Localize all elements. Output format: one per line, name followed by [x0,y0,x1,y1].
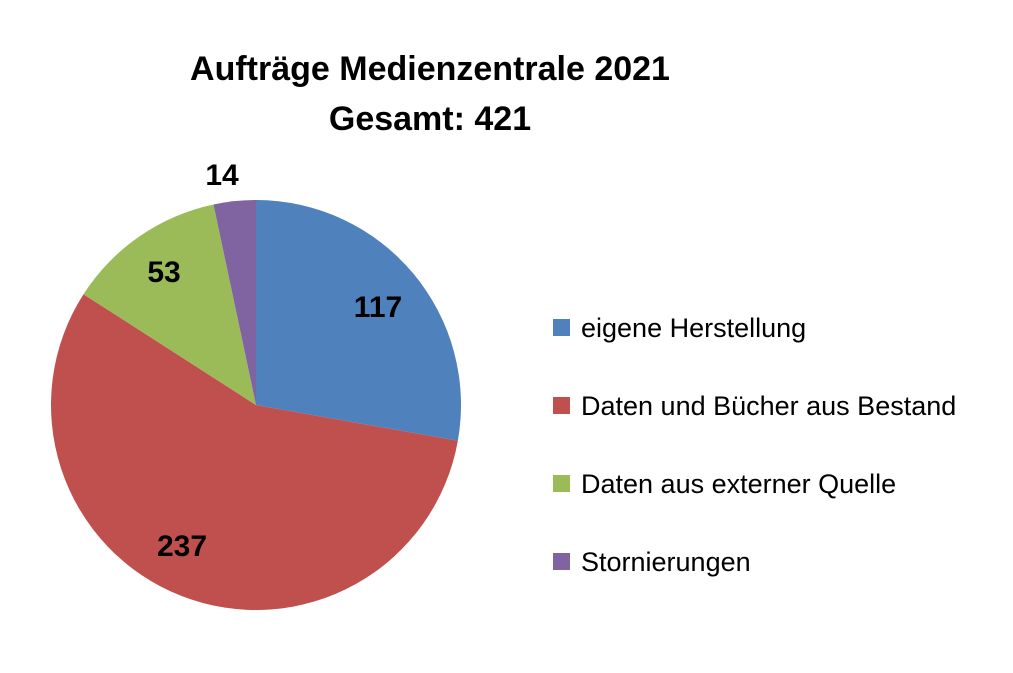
pie-data-labels: 117 237 53 14 [147,159,402,563]
data-label-3: 53 [147,256,180,289]
chart-title: Aufträge Medienzentrale 2021 [190,50,670,88]
data-label-1: 117 [354,291,402,324]
pie-slice-1 [256,200,462,441]
legend-label-3: Daten aus externer Quelle [581,469,896,499]
legend-swatch-2 [553,397,570,414]
legend-label-1: eigene Herstellung [581,313,806,343]
legend-swatch-3 [553,475,570,492]
pie-slice-3 [83,204,257,405]
chart-subtitle: Gesamt: 421 [329,100,531,138]
pie-slices [50,200,462,610]
legend-label-2: Daten und Bücher aus Bestand [581,391,956,421]
legend: eigene Herstellung Daten und Bücher aus B… [553,313,956,577]
legend-swatch-4 [553,553,570,570]
data-label-2: 237 [157,530,207,563]
legend-label-4: Stornierungen [581,547,751,577]
legend-swatch-1 [553,319,570,336]
data-label-4: 14 [205,159,239,192]
pie-slice-2 [50,294,458,610]
pie-slice-4 [213,200,256,405]
